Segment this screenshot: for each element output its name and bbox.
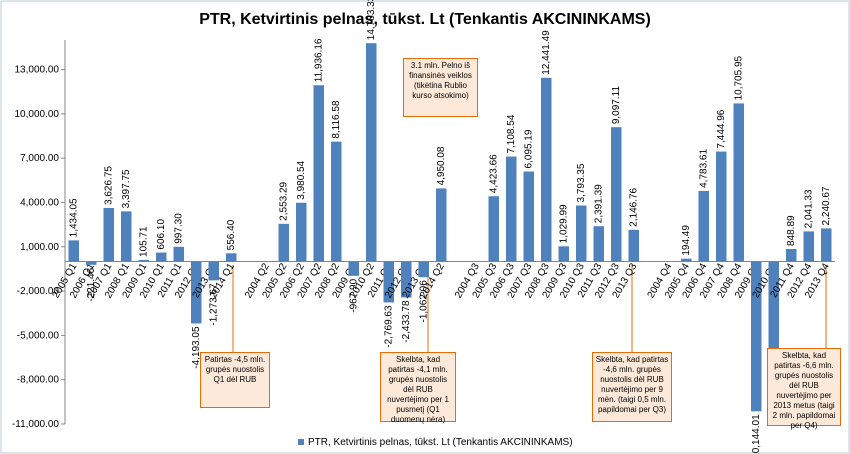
data-label: -2,769.63 <box>384 305 395 348</box>
data-label: 3,980.54 <box>296 160 307 199</box>
data-label: 4,950.08 <box>436 146 447 185</box>
bar <box>611 127 622 262</box>
bar <box>138 259 149 262</box>
bar <box>488 196 499 262</box>
data-label: 2,146.76 <box>629 187 640 226</box>
bar <box>68 240 79 262</box>
bar <box>331 141 342 262</box>
data-label: 2,553.29 <box>279 181 290 220</box>
data-label: 3,626.75 <box>104 166 115 205</box>
bar <box>698 190 709 262</box>
bar <box>191 261 202 324</box>
data-label: 8,116.58 <box>331 100 342 139</box>
legend-label: PTR, Ketvirtinis pelnas, tūkst. Lt (Tenk… <box>308 437 573 448</box>
bar <box>296 202 307 262</box>
data-label: 1,434.05 <box>69 198 80 237</box>
bar <box>366 43 377 262</box>
data-label: -221.46 <box>86 267 97 301</box>
bar <box>208 261 219 281</box>
data-label: 2,240.67 <box>821 186 832 225</box>
annotation: Patirtas -4,5 mln. grupės nuostolis Q1 d… <box>200 352 270 408</box>
y-tick-label: 1,000.00 <box>20 242 59 253</box>
data-label: 105.71 <box>139 226 150 257</box>
bar <box>278 223 289 262</box>
bar <box>803 231 814 262</box>
bar <box>681 258 692 262</box>
annotation: Skelbta, kad patirtas -4,1 mln. grupės n… <box>380 352 456 424</box>
data-label: 14,783.33 <box>366 0 377 40</box>
bar <box>436 188 447 262</box>
y-tick-label: 10,000.00 <box>15 109 60 120</box>
data-label: 12,441.49 <box>541 30 552 75</box>
bar <box>156 252 167 262</box>
bar <box>226 253 237 262</box>
data-label: -967.90 <box>349 278 360 312</box>
chart-title: PTR, Ketvirtinis pelnas, tūkst. Lt (Tenk… <box>199 11 651 28</box>
bar <box>593 226 604 262</box>
data-label: 4,783.61 <box>699 149 710 188</box>
bar <box>173 246 184 262</box>
bar <box>313 85 324 262</box>
y-tick-label: 7,000.00 <box>20 153 59 164</box>
data-label: 848.89 <box>786 215 797 246</box>
data-label: 7,108.54 <box>506 114 517 153</box>
data-label: 11,936.16 <box>314 38 325 82</box>
bar <box>576 205 587 262</box>
data-label: 997.30 <box>174 213 185 244</box>
bar <box>418 261 429 278</box>
y-tick-label: 4,000.00 <box>20 197 59 208</box>
data-label: 7,444.96 <box>716 109 727 148</box>
bar <box>786 249 797 262</box>
data-label: 4,423.66 <box>489 154 500 193</box>
bar <box>348 261 359 276</box>
bar <box>821 228 832 262</box>
data-label: 9,097.11 <box>611 86 622 125</box>
y-tick-label: 13,000.00 <box>15 65 60 76</box>
bar <box>716 151 727 262</box>
data-label: 1,029.99 <box>559 204 570 243</box>
y-tick-label: -2,000.00 <box>17 286 60 297</box>
bar <box>751 261 762 412</box>
bar <box>558 246 569 262</box>
annotation: Skelbta, kad patirtas -6,6 mln. grupės n… <box>767 348 841 430</box>
data-label: 10,705.95 <box>734 55 745 100</box>
data-label: -4,193.05 <box>191 326 202 369</box>
y-tick-label: -8,000.00 <box>17 375 60 386</box>
data-label: -1,062.06 <box>419 280 430 323</box>
y-tick-label: -11,000.00 <box>12 419 60 430</box>
bar <box>121 211 132 262</box>
data-label: -1,273.67 <box>209 283 220 326</box>
data-label: 2,391.39 <box>594 184 605 223</box>
data-label: 3,793.35 <box>576 163 587 202</box>
bar <box>506 156 517 262</box>
data-label: -10,144.01 <box>751 414 762 454</box>
legend-swatch <box>298 439 304 445</box>
bar <box>383 261 394 303</box>
bar <box>86 261 97 265</box>
annotation: Skelbta, kad patirtas -4,6 mln. grupės n… <box>592 352 672 422</box>
data-label: 606.10 <box>156 219 167 250</box>
bar <box>103 207 114 262</box>
data-label: 3,397.75 <box>121 169 132 208</box>
data-label: -2,433.78 <box>401 300 412 343</box>
bar <box>628 229 639 262</box>
bar <box>733 103 744 262</box>
data-label: 6,095.19 <box>524 129 535 168</box>
data-label: 194.49 <box>681 225 692 256</box>
data-label: 556.40 <box>226 219 237 250</box>
y-tick-label: -5,000.00 <box>17 330 60 341</box>
bar <box>523 171 534 262</box>
bar <box>541 77 552 262</box>
annotation: 3.1 mln. Pelno iš finansinės veiklos (ti… <box>403 58 478 117</box>
data-label: 2,041.33 <box>804 189 815 228</box>
bar <box>768 261 779 367</box>
bar <box>401 261 412 298</box>
